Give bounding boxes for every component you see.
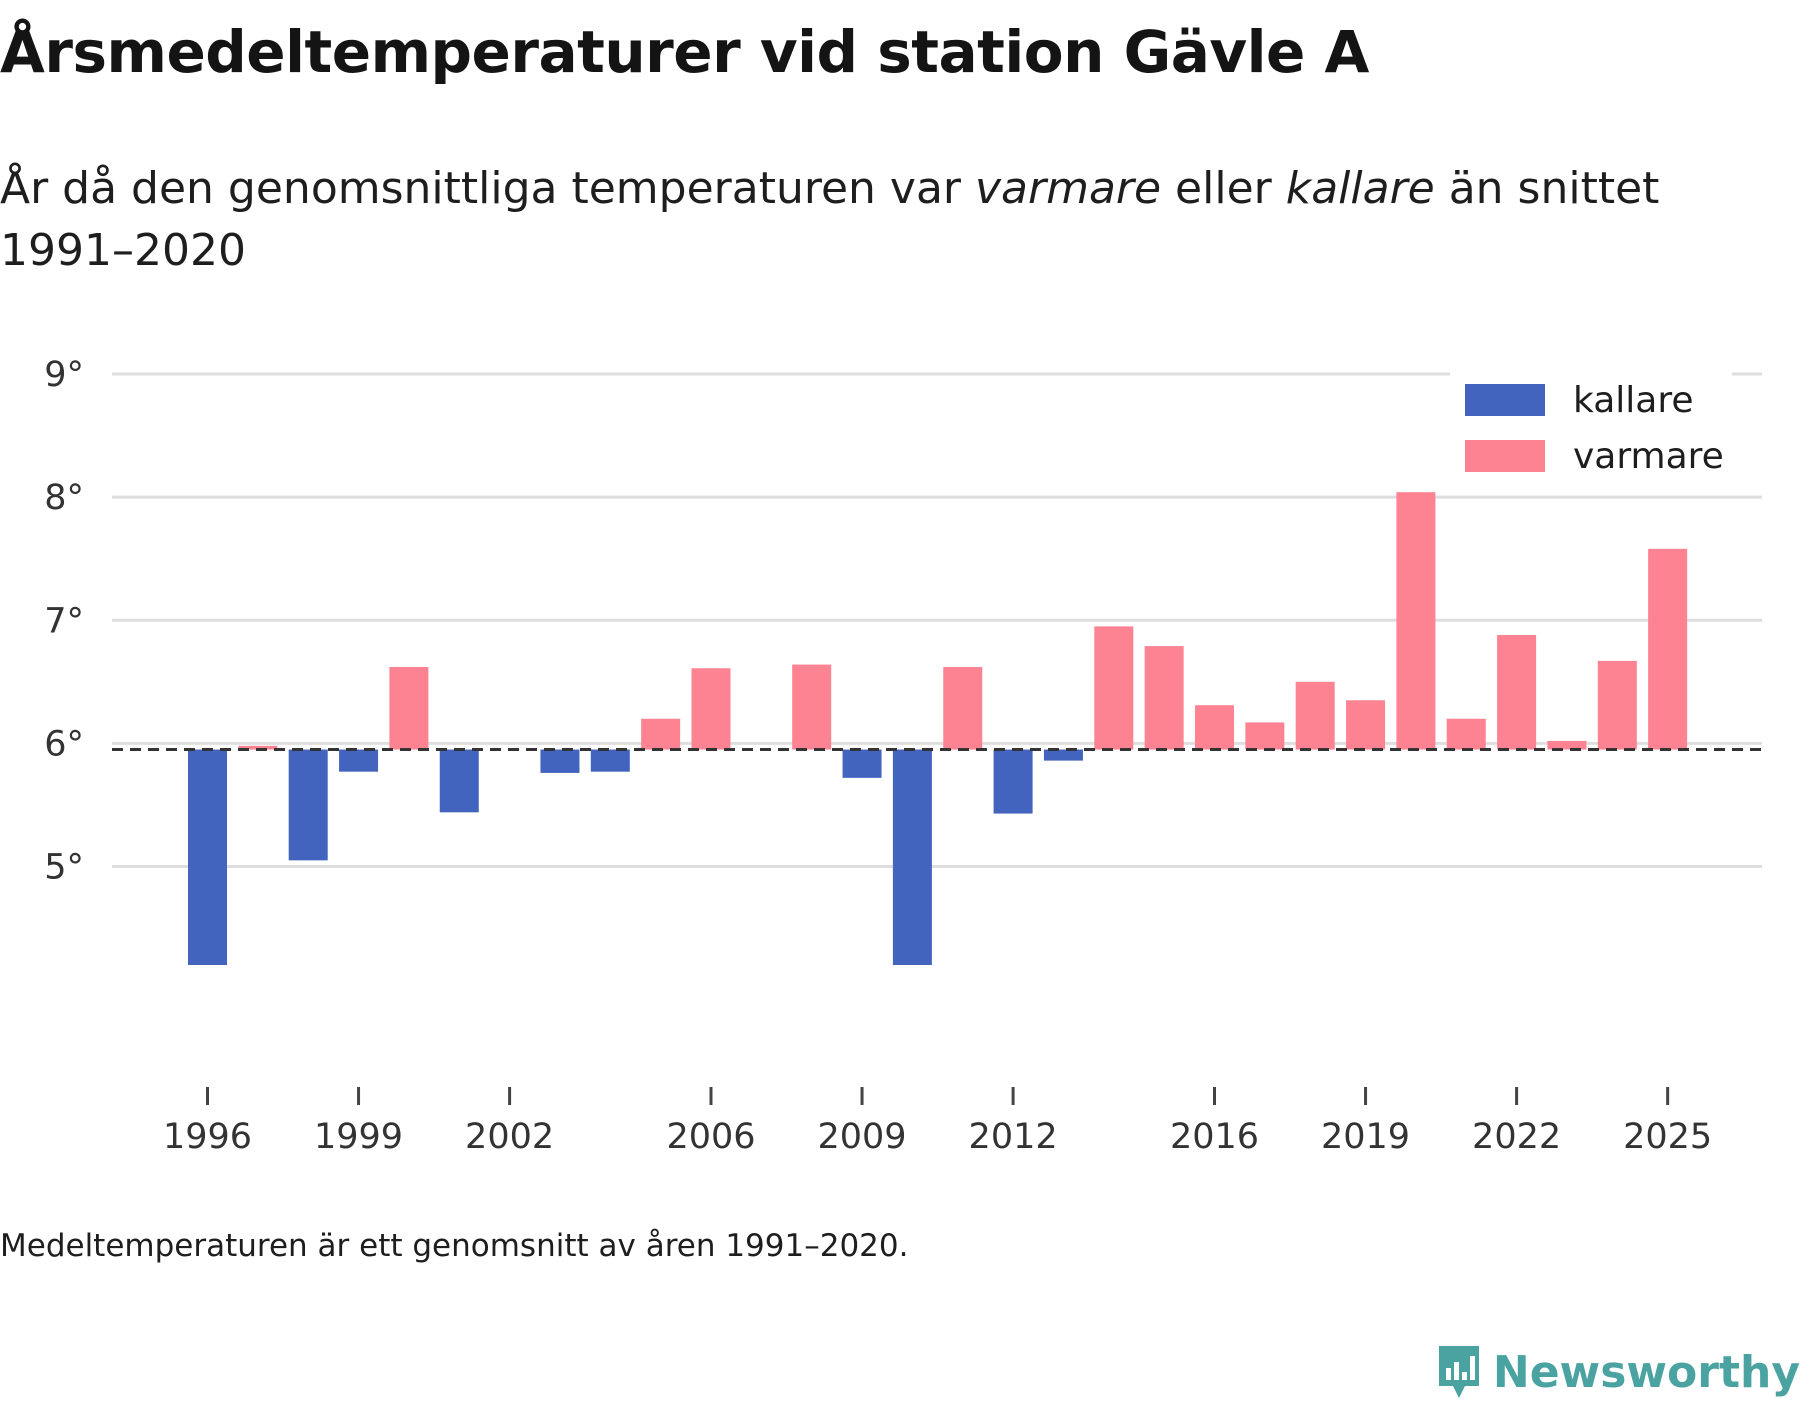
y-tick-label: 7° <box>44 601 84 641</box>
bar-2025[interactable] <box>1648 548 1688 750</box>
bar-1999[interactable] <box>339 749 379 772</box>
brand-logo[interactable]: Newsworthy <box>1435 1342 1800 1402</box>
subtitle-part-3: än snittet 1991–2020 <box>0 163 1660 276</box>
bar-2018[interactable] <box>1295 681 1335 750</box>
bar-2019[interactable] <box>1346 700 1386 750</box>
bar-2009[interactable] <box>842 749 882 778</box>
bar-2024[interactable] <box>1597 660 1637 750</box>
bar-2000[interactable] <box>389 667 429 750</box>
bar-2006[interactable] <box>691 668 731 750</box>
y-tick-label: 6° <box>44 724 84 764</box>
x-tick-label: 2012 <box>969 1117 1058 1157</box>
legend-label-cold[interactable]: kallare <box>1573 380 1694 421</box>
subtitle-part-2: eller <box>1161 163 1286 214</box>
brand-name: Newsworthy <box>1492 1346 1800 1398</box>
x-tick-label: 1999 <box>314 1117 403 1157</box>
bar-2001[interactable] <box>439 749 479 813</box>
x-tick-label: 2019 <box>1321 1117 1410 1157</box>
subtitle-part-1: År då den genomsnittliga temperaturen va… <box>0 163 975 214</box>
bar-2005[interactable] <box>641 718 681 750</box>
bar-2014[interactable] <box>1094 626 1134 750</box>
x-tick-label: 1996 <box>163 1117 252 1157</box>
y-tick-label: 5° <box>44 848 84 888</box>
bar-2020[interactable] <box>1396 492 1436 750</box>
bar-1997[interactable] <box>238 745 278 750</box>
bar-2022[interactable] <box>1497 635 1537 750</box>
subtitle-warm-word: varmare <box>974 163 1162 214</box>
x-tick-label: 2006 <box>666 1117 755 1157</box>
bar-1996[interactable] <box>188 749 227 965</box>
bar-2017[interactable] <box>1245 722 1285 750</box>
bar-2004[interactable] <box>590 749 630 772</box>
y-tick-label: 9° <box>44 355 84 395</box>
chart-subtitle: År då den genomsnittliga temperaturen va… <box>0 158 1680 282</box>
bar-2016[interactable] <box>1195 705 1234 750</box>
bar-2008[interactable] <box>792 664 832 750</box>
bar-1998[interactable] <box>288 749 328 861</box>
bar-layer <box>188 492 1688 965</box>
y-tick-label: 8° <box>44 478 84 518</box>
bar-2012[interactable] <box>993 749 1033 814</box>
legend: kallare varmare <box>1450 372 1732 488</box>
chart-title: Årsmedeltemperaturer vid station Gävle A <box>0 18 1369 86</box>
bar-2015[interactable] <box>1144 646 1184 750</box>
newsworthy-logo-icon <box>1438 1346 1479 1398</box>
x-tick-label: 2002 <box>465 1117 554 1157</box>
bar-2013[interactable] <box>1043 749 1083 761</box>
x-tick-label: 2025 <box>1623 1117 1712 1157</box>
x-tick-label: 2009 <box>818 1117 907 1157</box>
chart-caption: Medeltemperaturen är ett genomsnitt av å… <box>0 1228 909 1264</box>
subtitle-cold-word: kallare <box>1285 163 1435 214</box>
bar-chart: 5° 6° 7° 8° 9° 1996 1999 2002 2006 2009 2012 2016 2… <box>44 355 1762 1157</box>
legend-label-warm[interactable]: varmare <box>1573 436 1724 477</box>
bar-2003[interactable] <box>540 749 580 773</box>
bar-2011[interactable] <box>943 667 983 750</box>
bar-2023[interactable] <box>1547 740 1587 750</box>
x-axis: 1996 1999 2002 2006 2009 2012 2016 2019 2022 2025 <box>163 1087 1712 1157</box>
x-tick-label: 2016 <box>1170 1117 1259 1157</box>
legend-swatch-warm <box>1465 440 1545 472</box>
bar-2021[interactable] <box>1446 718 1486 750</box>
bar-2010[interactable] <box>892 749 932 965</box>
legend-swatch-cold <box>1465 384 1545 416</box>
x-tick-label: 2022 <box>1472 1117 1561 1157</box>
